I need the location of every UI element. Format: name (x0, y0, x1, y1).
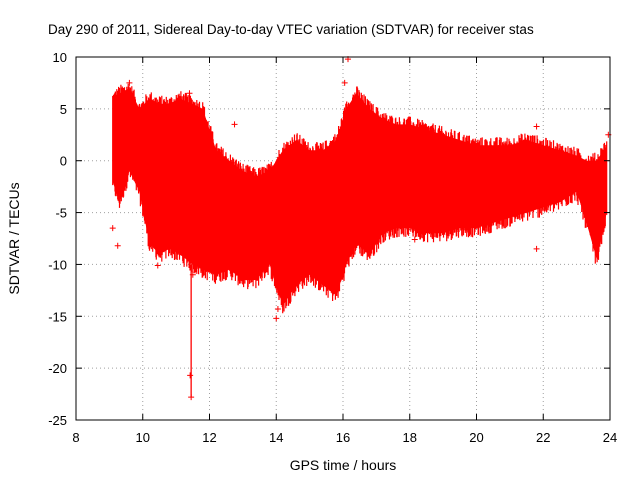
data-series (112, 83, 608, 398)
chart-title: Day 290 of 2011, Sidereal Day-to-day VTE… (48, 22, 534, 37)
x-tick-label: 10 (136, 430, 150, 445)
data-point (114, 242, 121, 249)
data-point (273, 315, 280, 322)
data-point (533, 245, 540, 252)
x-tick-label: 14 (269, 430, 283, 445)
x-tick-label: 22 (536, 430, 550, 445)
y-axis-label-group: SDTVAR / TECUs (6, 182, 22, 294)
axis-ticks: 8 10 12 14 16 18 20 22 24 10 5 0 -5 -10 -15 -20 -25 (48, 50, 617, 445)
data-point (187, 372, 194, 379)
series-envelope (112, 88, 607, 306)
data-point (154, 262, 161, 269)
x-tick-label: 24 (603, 430, 617, 445)
data-point (231, 121, 238, 128)
data-point (189, 271, 196, 278)
data-point (186, 90, 193, 97)
y-tick-label: -15 (48, 309, 67, 324)
y-tick-label: 5 (60, 102, 67, 117)
data-point (274, 306, 281, 313)
x-tick-label: 8 (72, 430, 79, 445)
y-tick-label: -10 (48, 257, 67, 272)
y-tick-label: -20 (48, 361, 67, 376)
y-tick-label: -25 (48, 413, 67, 428)
data-point (109, 225, 116, 232)
y-tick-label: -5 (55, 206, 67, 221)
x-axis-label: GPS time / hours (290, 457, 397, 473)
data-point (411, 236, 418, 243)
y-tick-label: 0 (60, 154, 67, 169)
y-tick-label: 10 (53, 50, 67, 65)
x-tick-label: 16 (336, 430, 350, 445)
data-point (188, 394, 195, 401)
x-tick-label: 12 (202, 430, 216, 445)
data-point (126, 79, 133, 86)
data-point (341, 79, 348, 86)
data-point (533, 123, 540, 130)
y-axis-label: SDTVAR / TECUs (6, 182, 22, 294)
x-tick-label: 18 (403, 430, 417, 445)
outlier-markers (109, 56, 612, 401)
x-tick-label: 20 (469, 430, 483, 445)
